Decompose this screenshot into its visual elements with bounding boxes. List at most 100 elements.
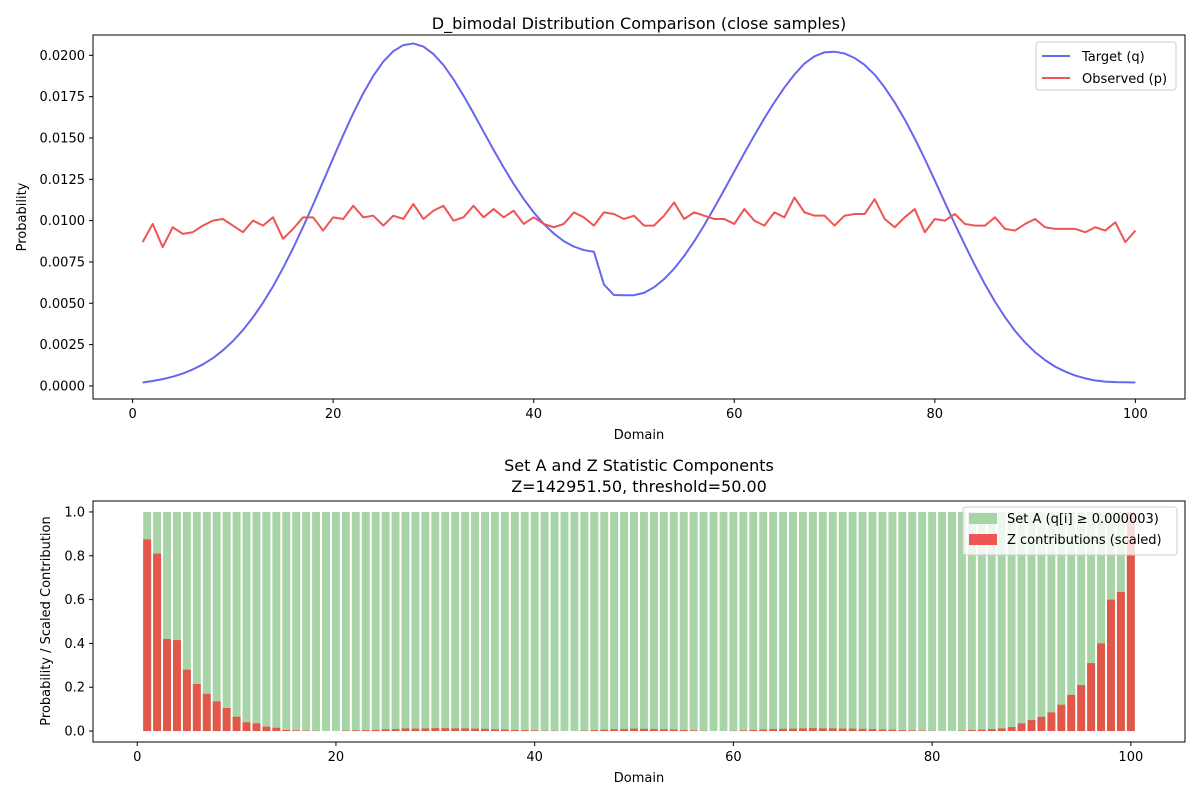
bar-z-contribution bbox=[997, 728, 1006, 732]
bar-set-a bbox=[749, 511, 758, 732]
top-x-tick-label: 0 bbox=[128, 407, 136, 422]
bar-set-a bbox=[600, 511, 609, 732]
bar-z-contribution bbox=[1057, 704, 1066, 732]
bar-z-contribution bbox=[351, 730, 360, 732]
bar-set-a bbox=[848, 511, 857, 732]
bar-set-a bbox=[500, 511, 509, 732]
bar-z-contribution bbox=[908, 730, 917, 732]
bar-set-a bbox=[868, 511, 877, 732]
top-chart-y-ticks: 0.0000 0.0025 0.0050 0.0075 0.0100 0.0125 0.01… bbox=[40, 49, 93, 394]
bar-z-contribution bbox=[610, 729, 619, 732]
bar-z-contribution bbox=[620, 729, 629, 732]
bar-z-contribution bbox=[600, 729, 609, 732]
bar-z-contribution bbox=[192, 683, 201, 732]
bar-z-contribution bbox=[977, 729, 986, 732]
bar-z-contribution bbox=[649, 729, 658, 732]
bar-set-a bbox=[163, 511, 171, 732]
bar-set-a bbox=[371, 511, 380, 732]
bar-set-a bbox=[471, 511, 480, 732]
bar-z-contribution bbox=[441, 728, 450, 732]
bar-set-a bbox=[918, 511, 927, 732]
top-legend-box bbox=[1035, 41, 1177, 91]
bar-z-contribution bbox=[490, 729, 499, 732]
bar-set-a bbox=[898, 511, 907, 732]
top-x-tick-label: 20 bbox=[325, 407, 342, 422]
bar-set-a bbox=[679, 511, 688, 732]
bar-z-contribution bbox=[1107, 599, 1115, 732]
bar-z-contribution bbox=[888, 729, 897, 732]
top-y-tick-label: 0.0000 bbox=[40, 379, 86, 394]
bar-z-contribution bbox=[461, 728, 470, 732]
bar-set-a bbox=[779, 511, 788, 732]
bar-z-contribution bbox=[659, 729, 668, 732]
bottom-x-tick-label: 40 bbox=[526, 750, 543, 765]
bar-z-contribution bbox=[1027, 720, 1036, 732]
bar-z-contribution bbox=[898, 730, 907, 732]
bar-set-a bbox=[630, 511, 639, 732]
bar-z-contribution bbox=[1097, 643, 1106, 732]
bottom-y-tick-label: 0.6 bbox=[64, 593, 85, 608]
top-y-tick-label: 0.0025 bbox=[40, 338, 86, 353]
bar-z-contribution bbox=[520, 730, 529, 732]
top-chart: D_bimodal Distribution Comparison (close… bbox=[15, 14, 1186, 443]
bar-z-contribution bbox=[252, 723, 261, 732]
bar-set-a bbox=[659, 511, 668, 732]
bar-set-a bbox=[312, 511, 321, 732]
bar-set-a bbox=[888, 511, 897, 732]
bottom-y-tick-label: 0.2 bbox=[64, 681, 85, 696]
bar-set-a bbox=[1077, 511, 1086, 732]
bar-set-a bbox=[789, 511, 797, 732]
bar-set-a bbox=[481, 511, 489, 732]
bar-set-a bbox=[649, 511, 658, 732]
bar-set-a bbox=[808, 511, 817, 732]
top-legend-label-observed: Observed (p) bbox=[1082, 72, 1167, 87]
bar-z-contribution bbox=[202, 693, 211, 732]
bar-set-a bbox=[818, 511, 827, 732]
bar-z-contribution bbox=[282, 729, 291, 732]
bar-z-contribution bbox=[530, 730, 539, 732]
bottom-chart-frame bbox=[92, 500, 1186, 743]
bar-z-contribution bbox=[798, 728, 807, 732]
bottom-legend-box bbox=[962, 506, 1178, 556]
top-y-tick-label: 0.0100 bbox=[40, 214, 86, 229]
bar-set-a bbox=[282, 511, 291, 732]
bar-set-a bbox=[341, 511, 350, 732]
bar-set-a bbox=[421, 511, 430, 732]
bar-set-a bbox=[292, 511, 301, 732]
bar-set-a bbox=[192, 511, 201, 732]
top-legend-label-target: Target (q) bbox=[1081, 50, 1145, 65]
bar-z-contribution bbox=[1087, 663, 1096, 732]
bar-z-contribution bbox=[818, 728, 827, 732]
top-y-tick-label: 0.0075 bbox=[40, 255, 86, 270]
bar-set-a bbox=[620, 511, 629, 732]
bar-set-a bbox=[828, 511, 837, 732]
bar-z-contribution bbox=[739, 730, 748, 732]
bar-set-a bbox=[461, 511, 470, 732]
bar-set-a bbox=[699, 511, 708, 732]
bottom-chart-y-ticks: 0.0 0.2 0.4 0.6 0.8 1.0 bbox=[64, 505, 93, 740]
bar-set-a bbox=[957, 511, 966, 732]
bar-set-a bbox=[1067, 511, 1076, 732]
bar-z-contribution bbox=[1017, 723, 1026, 732]
bar-z-contribution bbox=[639, 728, 648, 732]
bottom-legend-label-z: Z contributions (scaled) bbox=[1007, 533, 1162, 548]
bar-set-a bbox=[560, 511, 569, 732]
bar-set-a bbox=[997, 511, 1006, 732]
bar-z-contribution bbox=[878, 729, 887, 732]
bar-set-a bbox=[669, 511, 678, 732]
bar-set-a bbox=[451, 511, 460, 732]
bar-z-contribution bbox=[500, 729, 509, 732]
bar-z-contribution bbox=[411, 728, 420, 732]
bar-z-contribution bbox=[779, 728, 788, 732]
bar-set-a bbox=[1047, 511, 1056, 732]
bar-set-a bbox=[1037, 511, 1046, 732]
bar-z-contribution bbox=[431, 728, 440, 732]
bar-z-contribution bbox=[242, 722, 251, 732]
bar-set-a bbox=[858, 511, 867, 732]
bar-set-a bbox=[530, 511, 539, 732]
bar-set-a bbox=[610, 511, 619, 732]
bar-set-a bbox=[1087, 511, 1096, 732]
bar-set-a bbox=[391, 511, 400, 732]
bar-set-a bbox=[878, 511, 887, 732]
top-chart-x-ticks: 0 20 40 60 80 100 bbox=[128, 399, 1148, 422]
